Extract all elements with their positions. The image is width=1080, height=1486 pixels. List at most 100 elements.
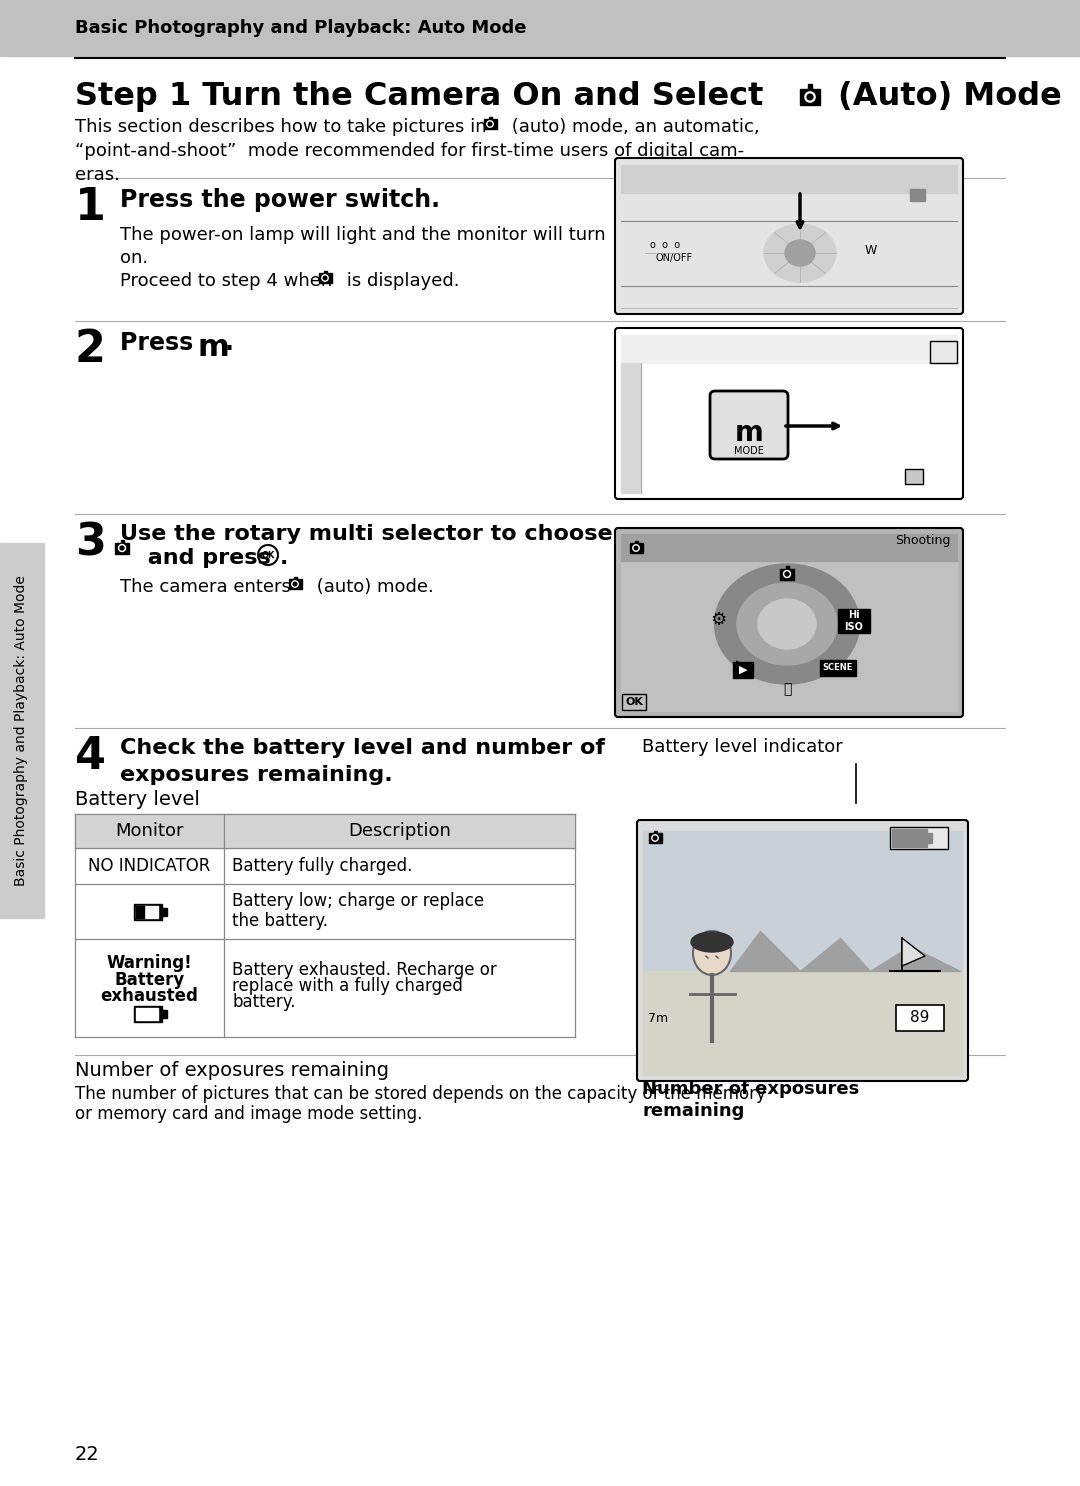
- Bar: [927, 834, 932, 843]
- Bar: [890, 828, 948, 849]
- Text: ⚙: ⚙: [710, 611, 726, 629]
- Bar: [621, 165, 957, 193]
- Circle shape: [120, 545, 124, 550]
- Ellipse shape: [758, 599, 816, 649]
- Circle shape: [783, 571, 791, 578]
- Bar: [621, 334, 957, 363]
- Text: ▶: ▶: [739, 666, 747, 675]
- Text: Step 1 Turn the Camera On and Select: Step 1 Turn the Camera On and Select: [75, 82, 764, 111]
- Text: MODE: MODE: [734, 446, 764, 456]
- Text: o  o  o: o o o: [650, 241, 680, 250]
- Bar: [0, 542, 44, 918]
- Text: Basic Photography and Playback: Auto Mode: Basic Photography and Playback: Auto Mod…: [75, 19, 527, 37]
- Circle shape: [119, 544, 125, 551]
- Polygon shape: [902, 938, 924, 966]
- Text: 1: 1: [75, 186, 106, 229]
- Ellipse shape: [764, 224, 836, 282]
- Circle shape: [487, 120, 494, 128]
- Text: Check the battery level and number of: Check the battery level and number of: [120, 739, 605, 758]
- Text: (auto) mode.: (auto) mode.: [311, 578, 434, 596]
- Bar: [643, 970, 962, 1074]
- Bar: [75, 814, 575, 849]
- Bar: [324, 270, 326, 273]
- Text: Press the power switch.: Press the power switch.: [120, 189, 440, 212]
- Bar: [484, 119, 497, 129]
- Bar: [621, 363, 642, 493]
- Text: The power-on lamp will light and the monitor will turn: The power-on lamp will light and the mon…: [120, 226, 606, 244]
- FancyBboxPatch shape: [615, 528, 963, 718]
- Text: .: .: [225, 331, 234, 355]
- Bar: [288, 580, 301, 588]
- Text: 22: 22: [75, 1444, 99, 1464]
- Text: Battery level indicator: Battery level indicator: [642, 739, 842, 756]
- Text: Number of exposures remaining: Number of exposures remaining: [75, 1061, 389, 1080]
- Bar: [135, 905, 158, 917]
- Bar: [820, 660, 856, 676]
- Text: 2: 2: [75, 328, 106, 372]
- Text: This section describes how to take pictures in: This section describes how to take pictu…: [75, 117, 492, 137]
- Text: Press: Press: [120, 331, 202, 355]
- FancyBboxPatch shape: [710, 391, 788, 459]
- Ellipse shape: [785, 241, 815, 266]
- Text: W: W: [865, 244, 877, 257]
- Text: exposures remaining.: exposures remaining.: [120, 765, 393, 785]
- Bar: [905, 470, 923, 484]
- Circle shape: [293, 583, 297, 585]
- Bar: [800, 89, 820, 106]
- Text: Number of exposures: Number of exposures: [642, 1080, 860, 1098]
- Text: Description: Description: [348, 822, 451, 840]
- Text: Battery exhausted. Recharge or: Battery exhausted. Recharge or: [232, 961, 497, 979]
- Bar: [162, 1010, 166, 1018]
- Text: 89: 89: [910, 1010, 930, 1025]
- Text: Basic Photography and Playback: Auto Mode: Basic Photography and Playback: Auto Mod…: [14, 575, 28, 887]
- Text: on.: on.: [120, 250, 148, 267]
- Bar: [114, 542, 129, 553]
- Text: Warning!: Warning!: [107, 954, 192, 972]
- Text: remaining: remaining: [642, 1103, 744, 1120]
- Bar: [648, 834, 661, 843]
- Text: m: m: [734, 419, 764, 447]
- Circle shape: [488, 122, 491, 126]
- Bar: [838, 609, 870, 633]
- Text: “point-and-shoot”  mode recommended for first-time users of digital cam-: “point-and-shoot” mode recommended for f…: [75, 143, 744, 160]
- Ellipse shape: [693, 932, 731, 975]
- Text: 3: 3: [75, 522, 106, 565]
- Bar: [162, 908, 166, 915]
- Bar: [488, 116, 491, 120]
- Text: replace with a fully charged: replace with a fully charged: [232, 976, 463, 996]
- Text: OK: OK: [625, 697, 643, 707]
- Circle shape: [807, 94, 813, 100]
- Text: (auto) mode, an automatic,: (auto) mode, an automatic,: [507, 117, 759, 137]
- Bar: [785, 566, 788, 569]
- Text: is displayed.: is displayed.: [341, 272, 459, 290]
- Text: Hi
ISO: Hi ISO: [845, 611, 863, 632]
- Circle shape: [633, 545, 639, 551]
- Text: Battery level: Battery level: [75, 791, 200, 808]
- Text: exhausted: exhausted: [100, 987, 199, 1005]
- Circle shape: [322, 275, 328, 281]
- Bar: [630, 542, 643, 553]
- Bar: [892, 829, 927, 847]
- Bar: [294, 577, 297, 580]
- Text: Battery: Battery: [114, 970, 185, 990]
- Circle shape: [634, 547, 638, 550]
- Text: Battery fully charged.: Battery fully charged.: [232, 857, 413, 875]
- Bar: [643, 831, 962, 970]
- Text: 7m: 7m: [648, 1012, 669, 1024]
- Bar: [621, 533, 957, 710]
- Bar: [135, 1008, 158, 1019]
- Circle shape: [653, 837, 657, 840]
- Bar: [910, 189, 924, 201]
- Text: Proceed to step 4 when: Proceed to step 4 when: [120, 272, 338, 290]
- Bar: [134, 1006, 162, 1022]
- Bar: [930, 340, 957, 363]
- Bar: [896, 1005, 944, 1031]
- Bar: [622, 694, 646, 710]
- Text: OK: OK: [261, 550, 274, 560]
- Bar: [621, 533, 957, 562]
- Text: .: .: [280, 548, 288, 568]
- Bar: [134, 903, 162, 920]
- Ellipse shape: [737, 583, 837, 666]
- Bar: [780, 569, 794, 580]
- Circle shape: [292, 581, 298, 587]
